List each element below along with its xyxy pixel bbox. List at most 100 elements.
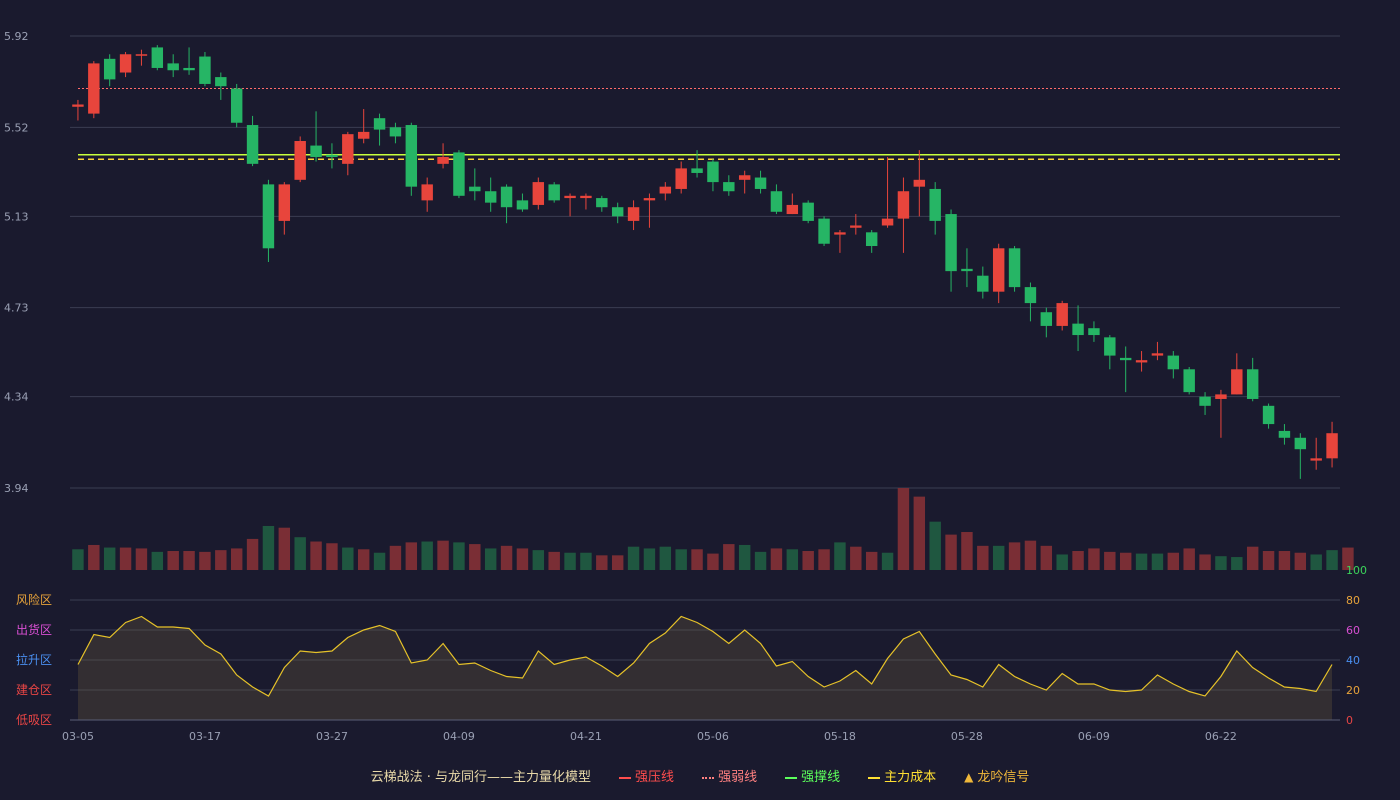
legend-item: 强弱线	[702, 766, 757, 785]
candle-body	[913, 179, 926, 187]
volume-bar	[1326, 550, 1338, 570]
volume-bar	[564, 552, 576, 570]
candle-body	[865, 232, 878, 247]
volume-bar	[754, 551, 767, 570]
candle-body	[786, 204, 799, 215]
volume-bar	[977, 545, 989, 570]
candle-body	[881, 218, 894, 226]
price-tick-label: 5.92	[4, 30, 29, 43]
indicator-tick-label: 0	[1346, 714, 1353, 727]
candle-body	[88, 63, 100, 114]
candle-body	[342, 134, 354, 164]
volume-bar	[1072, 551, 1084, 570]
candle-body	[1231, 369, 1243, 395]
candle-body	[500, 186, 513, 208]
legend-item: 云梯战法 · 与龙同行——主力量化模型	[371, 766, 591, 785]
candle-body	[1246, 369, 1259, 399]
candle-body	[818, 218, 830, 244]
legend-item: 强压线	[619, 766, 674, 785]
volume-bar	[1088, 548, 1100, 570]
volume-bar	[532, 550, 545, 570]
indicator-tick-label: 40	[1346, 654, 1360, 667]
legend-swatch	[868, 776, 881, 779]
volume-bar	[1151, 553, 1164, 570]
candle-body	[1167, 355, 1180, 370]
volume-bar	[469, 544, 481, 570]
volume-bar	[548, 551, 560, 570]
volume-bar	[151, 551, 164, 570]
volume-bar	[1278, 551, 1291, 570]
candle-body	[1215, 394, 1227, 399]
volume-bar	[675, 549, 687, 570]
candle-body	[389, 127, 402, 137]
candle-body	[850, 225, 862, 228]
legend-item: ▲ 龙吟信号	[964, 766, 1029, 785]
candle-body	[135, 54, 148, 56]
candle-body	[516, 200, 529, 210]
legend-item: 主力成本	[868, 766, 936, 785]
indicator-tick-label: 20	[1346, 684, 1360, 697]
indicator-tick-label: 100	[1346, 564, 1367, 577]
volume-bar	[1119, 552, 1132, 570]
candle-body	[1199, 396, 1211, 406]
candle-body	[167, 63, 179, 71]
x-tick-label: 05-18	[824, 730, 856, 743]
candle-body	[1262, 405, 1275, 425]
candle-body	[1056, 303, 1068, 326]
volume-bar	[246, 538, 259, 570]
indicator-line	[77, 615, 1333, 697]
candle-body	[215, 77, 227, 87]
volume-bar	[453, 542, 465, 570]
candle-body	[278, 184, 291, 221]
volume-bar	[167, 551, 179, 570]
volume-bar	[357, 549, 370, 570]
candle-body	[421, 184, 433, 201]
candle-body	[961, 268, 973, 272]
candle-body	[596, 198, 608, 208]
candle-body	[580, 195, 592, 199]
volume-bar	[262, 525, 275, 570]
candle-body	[929, 188, 941, 221]
volume-bar	[199, 551, 211, 570]
candle-body	[119, 54, 132, 73]
volume-bar	[897, 488, 910, 570]
candle-body	[1135, 360, 1148, 363]
x-tick-label: 05-28	[951, 730, 983, 743]
candle-body	[1326, 433, 1338, 459]
volume-bar	[1056, 554, 1068, 570]
volume-bar	[1040, 545, 1053, 570]
volume-bar	[850, 546, 862, 570]
candle-body	[1072, 323, 1084, 336]
volume-bar	[945, 534, 957, 570]
volume-bar	[738, 544, 751, 570]
volume-bar	[659, 546, 672, 570]
candle-body	[1278, 430, 1291, 438]
volume-bar	[326, 543, 338, 570]
x-tick-label: 03-27	[316, 730, 348, 743]
candle-body	[1088, 328, 1100, 336]
candle-body	[992, 248, 1005, 292]
volume-bar	[421, 541, 433, 570]
legend-label: 强压线	[635, 770, 675, 785]
candle-body	[199, 56, 211, 84]
volume-bar	[215, 550, 227, 570]
volume-bar	[1183, 548, 1195, 570]
volume-bar	[786, 549, 799, 570]
volume-bar	[405, 542, 418, 570]
volume-bar	[770, 548, 783, 570]
volume-bar	[1310, 554, 1322, 570]
x-tick-label: 04-09	[443, 730, 475, 743]
x-tick-label: 05-06	[697, 730, 729, 743]
volume-bar	[1024, 540, 1037, 570]
volume-bar	[707, 553, 719, 570]
volume-bar	[1246, 546, 1259, 570]
volume-bar	[611, 555, 624, 570]
volume-bar	[389, 545, 402, 570]
candle-body	[103, 58, 116, 80]
kline-chart: 5.92 5.52 5.13 4.73 4.34 3.94 100 80 60 40 20 0 风险区出…	[4, 30, 1367, 743]
volume-bar	[516, 548, 529, 570]
candle-body	[469, 186, 481, 192]
zone-label: 拉升区	[16, 652, 52, 667]
candle-body	[437, 156, 449, 164]
x-tick-label: 06-22	[1205, 730, 1237, 743]
